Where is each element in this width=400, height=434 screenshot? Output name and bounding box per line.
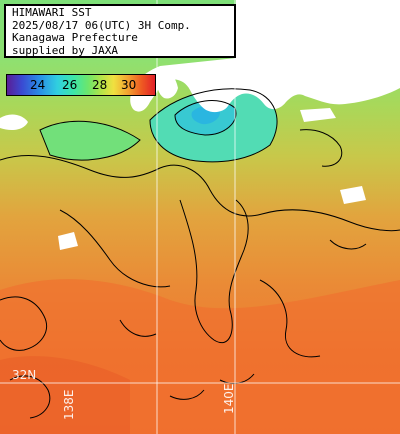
info-region: Kanagawa Prefecture <box>12 31 138 44</box>
lon-label-138e: 138E <box>62 389 76 421</box>
lon-label-140e: 140E <box>222 383 236 415</box>
colorbar-tick-30: 30 <box>121 78 137 92</box>
sst-contours <box>0 88 400 419</box>
lat-label-32n: 32N <box>12 368 37 382</box>
sst-colorbar: 24 26 28 30 <box>6 74 156 96</box>
cool-water-west <box>40 121 140 160</box>
warm-water-patch <box>0 356 130 434</box>
colorbar-tick-26: 26 <box>62 78 78 92</box>
land-peninsula <box>157 66 178 99</box>
land-mass <box>130 0 400 113</box>
info-source: supplied by JAXA <box>12 43 118 57</box>
info-title: HIMAWARI SST <box>12 6 92 19</box>
map-info-box: HIMAWARI SST 2025/08/17 06(UTC) 3H Comp.… <box>4 4 236 58</box>
colorbar-tick-28: 28 <box>92 78 108 92</box>
colorbar-tick-24: 24 <box>30 78 46 92</box>
cloud-mask-patches <box>58 108 366 250</box>
info-datetime: 2025/08/17 06(UTC) 3H Comp. <box>12 18 191 32</box>
land-small-west <box>0 114 28 130</box>
